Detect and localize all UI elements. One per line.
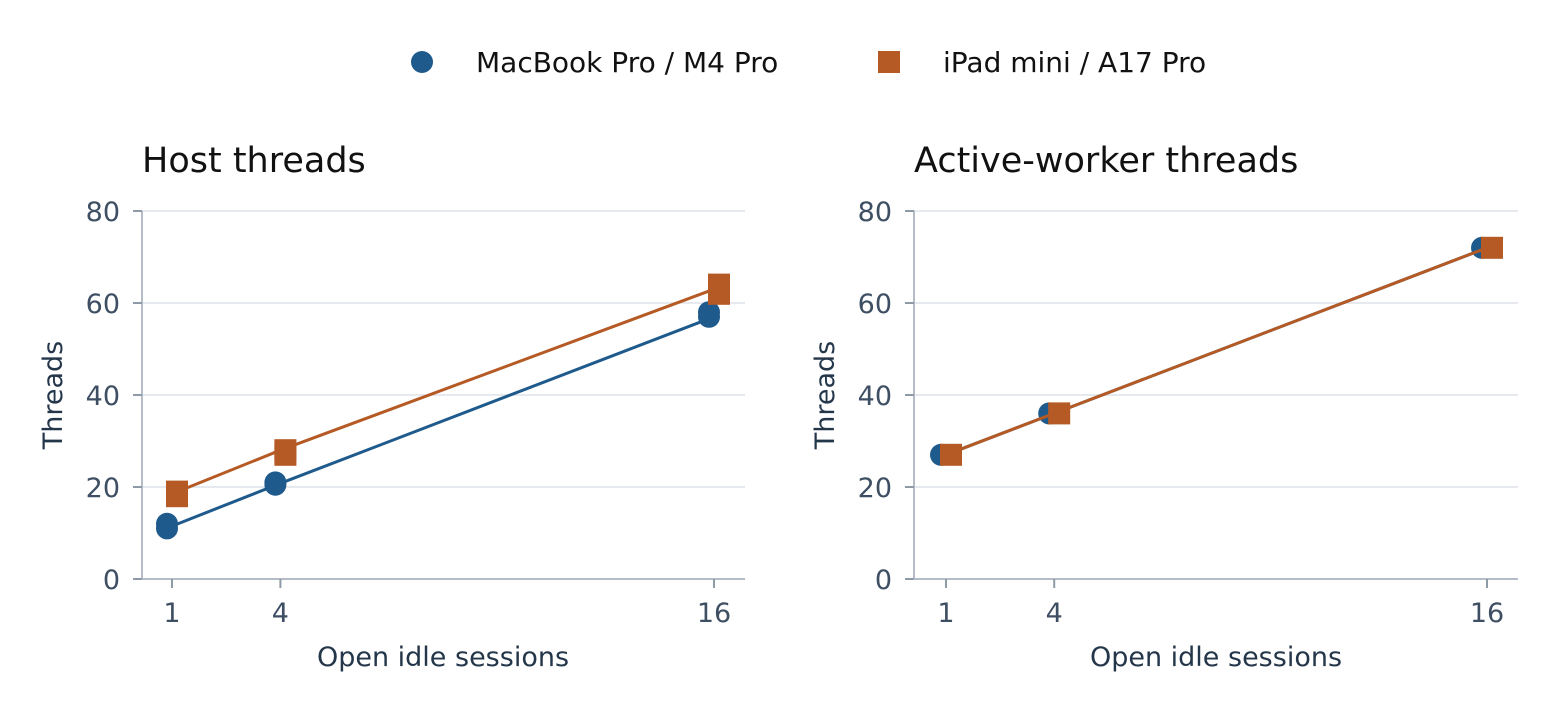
series-line (945, 246, 1488, 457)
x-axis-label: Open idle sessions (317, 642, 569, 673)
panel-host-threads: Host threads Open idle sessions Threads … (38, 141, 745, 673)
series-0 (930, 236, 1493, 466)
y-tick-label: 0 (103, 565, 120, 596)
series-0 (156, 301, 720, 540)
x-tick-label: 16 (1470, 598, 1504, 629)
panel-active-worker-threads: Active-worker threads Open idle sessions… (810, 141, 1518, 673)
y-tick-label: 60 (858, 289, 892, 320)
data-point (166, 480, 188, 503)
y-tick-label: 0 (875, 565, 892, 596)
y-tick-label: 40 (858, 381, 892, 412)
series-1 (166, 273, 730, 508)
legend-marker (878, 51, 900, 73)
legend-label: MacBook Pro / M4 Pro (476, 46, 778, 79)
data-point (940, 443, 962, 466)
y-axis-label: Threads (38, 341, 69, 450)
x-tick-label: 16 (697, 598, 731, 629)
data-point (698, 301, 720, 324)
y-tick-label: 60 (86, 289, 120, 320)
data-point (1048, 402, 1071, 425)
x-tick-label: 1 (937, 598, 954, 629)
x-tick-label: 1 (163, 598, 180, 629)
data-point (1481, 236, 1503, 259)
series-line (171, 315, 715, 528)
legend-label: iPad mini / A17 Pro (943, 46, 1206, 79)
legend: MacBook Pro / M4 Pro iPad mini / A17 Pro (411, 46, 1206, 79)
legend-marker (411, 51, 433, 73)
data-point (156, 512, 178, 535)
x-tick-label: 4 (1046, 598, 1063, 629)
legend-item-0: MacBook Pro / M4 Pro (411, 46, 778, 79)
y-tick-label: 20 (86, 473, 120, 504)
y-tick-label: 80 (86, 197, 120, 228)
y-axis-label: Threads (810, 341, 841, 450)
gridlines (142, 210, 745, 488)
y-tick-label: 80 (858, 197, 892, 228)
panel-title: Active-worker threads (914, 141, 1298, 181)
gridlines (914, 210, 1518, 488)
y-tick-label: 20 (858, 473, 892, 504)
series-line (171, 287, 715, 496)
series-1 (940, 236, 1503, 466)
x-axis-label: Open idle sessions (1090, 642, 1342, 673)
data-point (274, 439, 297, 462)
legend-item-1: iPad mini / A17 Pro (878, 46, 1206, 79)
panel-title: Host threads (142, 141, 366, 181)
data-point (708, 273, 730, 296)
data-point (264, 471, 287, 494)
x-tick-label: 4 (272, 598, 289, 629)
y-tick-label: 40 (86, 381, 120, 412)
